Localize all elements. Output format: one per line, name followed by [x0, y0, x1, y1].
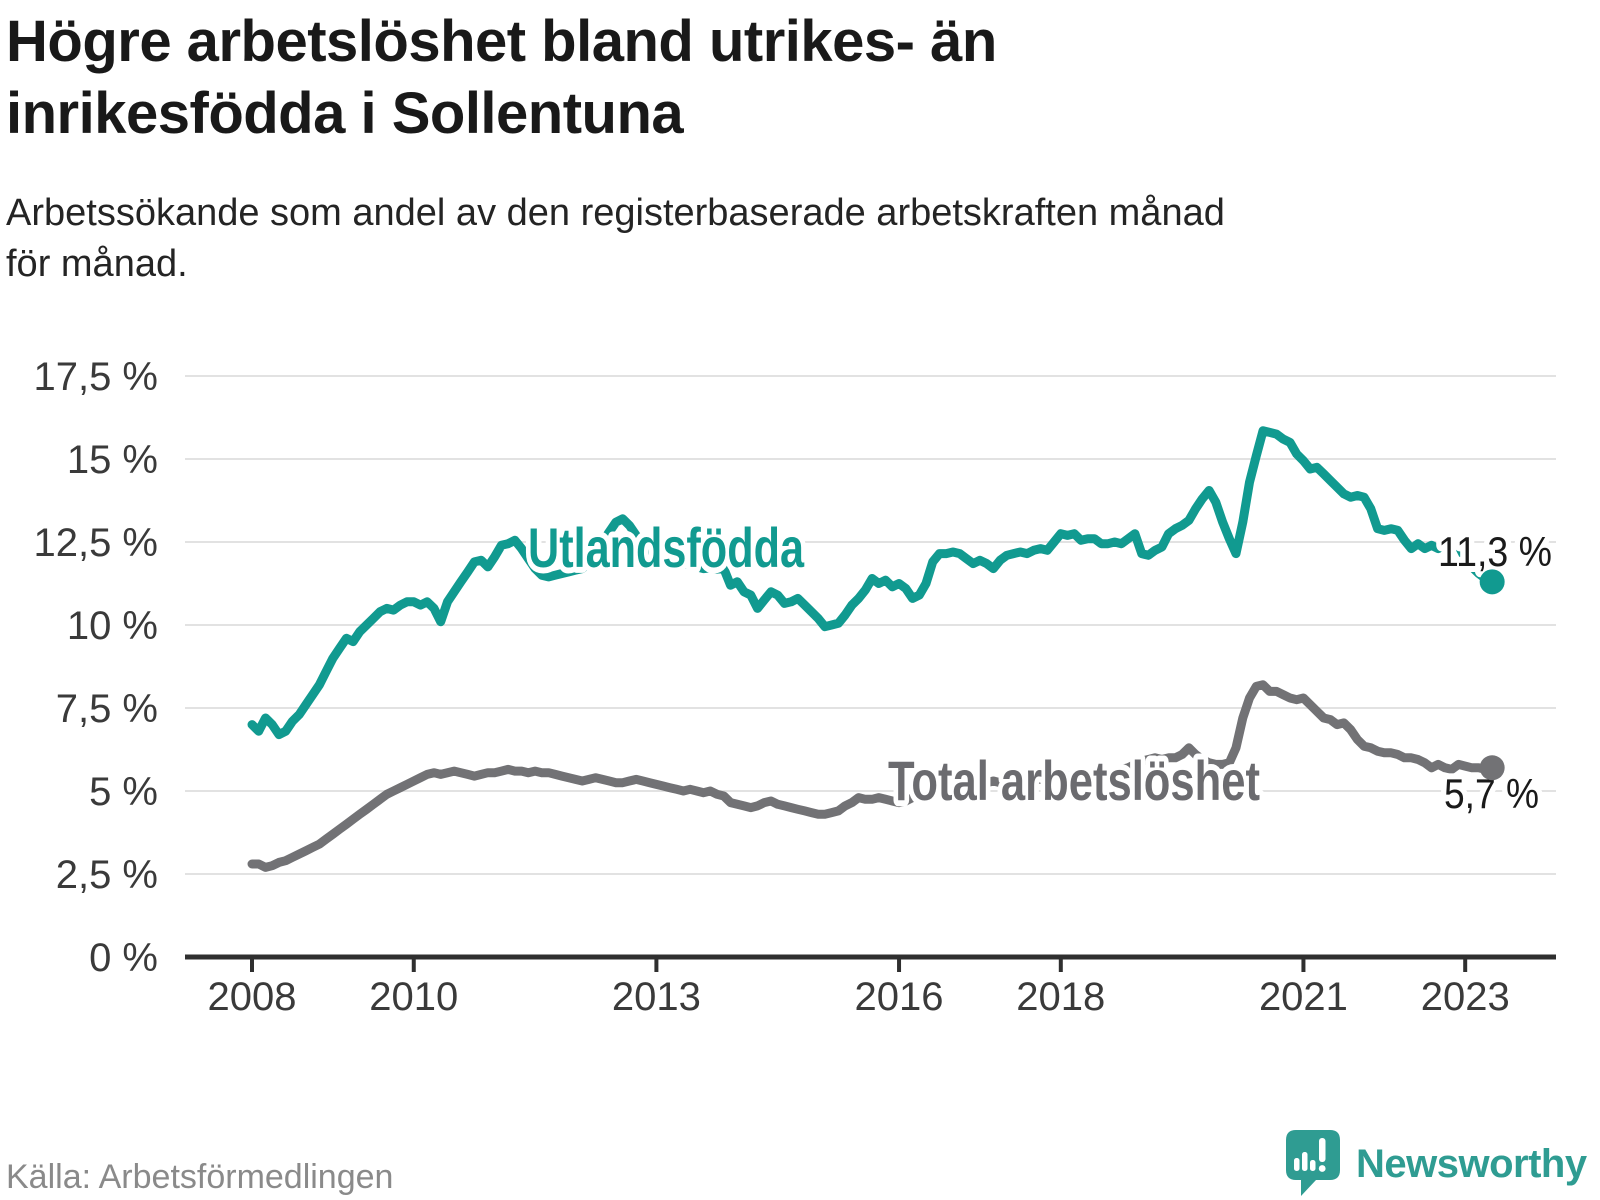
x-tick-label: 2013	[612, 975, 701, 1019]
series-line-total-arbetsloshet	[247, 680, 1497, 872]
y-tick-label: 17,5 %	[33, 355, 158, 399]
x-tick-label: 2021	[1259, 975, 1348, 1019]
x-tick-label: 2010	[369, 975, 458, 1019]
page-title: Högre arbetslöshet bland utrikes- än	[6, 9, 997, 74]
chart-subtitle-line: Arbetssökande som andel av den registerb…	[6, 192, 1225, 234]
chart-subtitle: Arbetssökande som andel av den registerb…	[6, 188, 1576, 290]
x-tick-label: 2016	[855, 975, 944, 1019]
end-dot-utlandsfodda	[1479, 569, 1505, 595]
y-tick-label: 12,5 %	[33, 521, 158, 565]
chart-header: Högre arbetslöshet bland utrikes- än inr…	[6, 6, 1566, 150]
end-value-label-utlandsfodda: 11,3 %	[1438, 528, 1552, 575]
x-tick-label: 2023	[1421, 975, 1510, 1019]
chart-bubble-icon	[1286, 1130, 1340, 1196]
newsworthy-logo: Newsworthy	[1286, 1130, 1587, 1198]
chart-subtitle-line: för månad.	[6, 243, 188, 285]
source-attribution: Källa: Arbetsförmedlingen	[6, 1158, 394, 1196]
series-label-utlandsfodda: Utlandsfödda	[528, 516, 805, 579]
y-tick-label: 2,5 %	[56, 853, 158, 897]
newsworthy-logo-text: Newsworthy	[1356, 1141, 1587, 1186]
page-title: inrikesfödda i Sollentuna	[6, 81, 684, 146]
y-tick-label: 5 %	[89, 770, 158, 814]
end-dot-total-arbetsloshet	[1479, 755, 1505, 781]
y-tick-label: 0 %	[89, 936, 158, 980]
x-tick-label: 2018	[1016, 975, 1105, 1019]
y-tick-label: 10 %	[67, 604, 158, 648]
series-label-total-arbetsloshet: Total arbetslöshet	[888, 749, 1260, 812]
y-tick-label: 15 %	[67, 438, 158, 482]
series-line-utlandsfodda	[247, 426, 1497, 740]
y-tick-label: 7,5 %	[56, 687, 158, 731]
x-tick-label: 2008	[208, 975, 297, 1019]
